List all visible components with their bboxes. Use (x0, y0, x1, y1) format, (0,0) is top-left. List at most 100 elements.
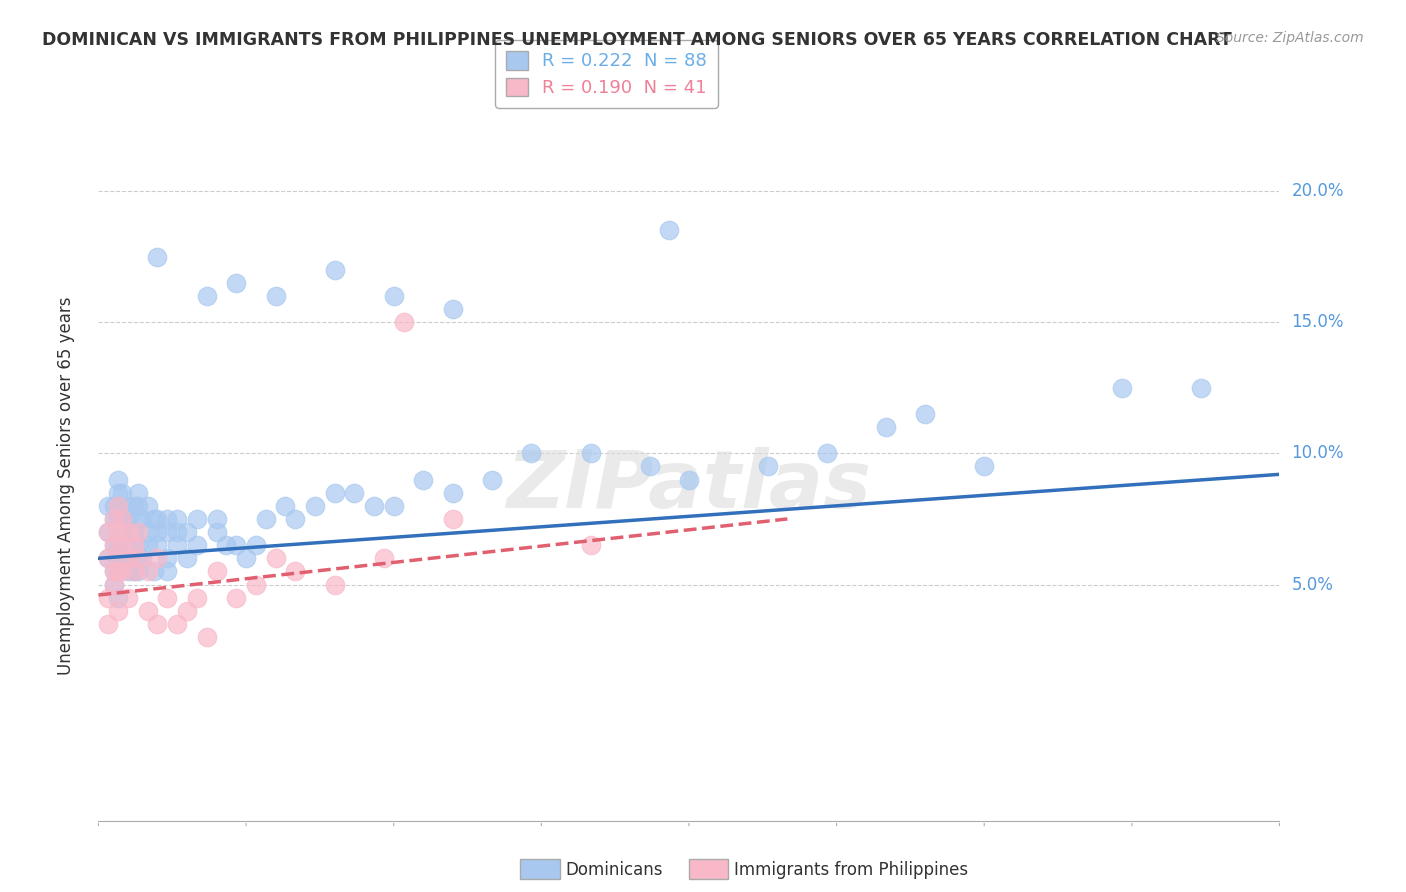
Point (284, 565, 307, 579)
Point (323, 577, 346, 591)
Point (914, 407, 936, 421)
Point (323, 262, 346, 277)
Point (186, 591, 208, 605)
Text: 20.0%: 20.0% (1291, 182, 1344, 200)
Point (136, 499, 159, 513)
Point (97, 551, 120, 566)
Point (103, 538, 125, 552)
Point (304, 499, 326, 513)
Point (166, 524, 188, 539)
Point (131, 551, 153, 566)
Point (264, 289, 287, 303)
Point (186, 538, 208, 552)
Point (122, 565, 145, 579)
Point (117, 551, 139, 566)
Point (107, 499, 129, 513)
Point (136, 604, 159, 618)
Point (146, 616, 169, 631)
Point (274, 499, 297, 513)
Point (815, 446, 838, 460)
Point (107, 551, 129, 566)
Point (122, 499, 145, 513)
Point (756, 459, 779, 474)
Point (107, 604, 129, 618)
Point (146, 524, 169, 539)
Text: Source: ZipAtlas.com: Source: ZipAtlas.com (1216, 31, 1364, 45)
Point (127, 565, 149, 579)
Legend: R = 0.222  N = 88, R = 0.190  N = 41: R = 0.222 N = 88, R = 0.190 N = 41 (495, 40, 717, 108)
Text: DOMINICAN VS IMMIGRANTS FROM PHILIPPINES UNEMPLOYMENT AMONG SENIORS OVER 65 YEAR: DOMINICAN VS IMMIGRANTS FROM PHILIPPINES… (42, 31, 1232, 49)
Point (117, 591, 139, 605)
Point (122, 565, 145, 579)
Point (176, 551, 198, 566)
Point (1111, 381, 1133, 395)
Point (363, 499, 385, 513)
Point (127, 551, 149, 566)
Point (127, 551, 149, 566)
Point (97, 591, 120, 605)
Point (195, 289, 218, 303)
Text: ZIPatlas: ZIPatlas (506, 447, 872, 525)
Point (111, 551, 134, 566)
Point (245, 538, 267, 552)
Point (107, 565, 129, 579)
Point (122, 524, 145, 539)
Point (107, 565, 129, 579)
Point (146, 512, 169, 526)
Point (103, 499, 125, 513)
Point (127, 512, 149, 526)
Point (264, 551, 287, 566)
Point (973, 459, 995, 474)
Point (107, 512, 129, 526)
Point (166, 512, 188, 526)
Point (373, 551, 395, 566)
Point (392, 315, 415, 329)
Point (127, 524, 149, 539)
Point (107, 485, 129, 500)
Text: 10.0%: 10.0% (1291, 444, 1344, 462)
Point (107, 538, 129, 552)
Point (215, 538, 238, 552)
Point (579, 538, 602, 552)
Point (875, 420, 897, 434)
Point (156, 512, 179, 526)
Text: Dominicans: Dominicans (565, 861, 662, 879)
Point (156, 524, 179, 539)
Point (382, 289, 405, 303)
Point (111, 538, 134, 552)
Point (225, 276, 247, 290)
Point (107, 473, 129, 487)
Point (638, 459, 661, 474)
Point (156, 551, 179, 566)
Point (146, 551, 169, 566)
Point (176, 524, 198, 539)
Point (678, 473, 700, 487)
Point (97, 616, 120, 631)
Point (176, 604, 198, 618)
Point (103, 538, 125, 552)
Point (1189, 381, 1212, 395)
Point (205, 512, 228, 526)
Point (117, 524, 139, 539)
Point (103, 577, 125, 591)
Point (166, 616, 188, 631)
Point (146, 538, 169, 552)
Point (323, 485, 346, 500)
Point (111, 565, 134, 579)
Point (103, 565, 125, 579)
Point (122, 538, 145, 552)
Point (136, 538, 159, 552)
Point (382, 499, 405, 513)
Point (225, 591, 247, 605)
Point (117, 499, 139, 513)
Point (136, 565, 159, 579)
Point (186, 512, 208, 526)
Point (245, 577, 267, 591)
Point (103, 565, 125, 579)
Point (97, 524, 120, 539)
Point (103, 512, 125, 526)
Point (127, 485, 149, 500)
Point (441, 512, 464, 526)
Point (343, 485, 366, 500)
Point (225, 538, 247, 552)
